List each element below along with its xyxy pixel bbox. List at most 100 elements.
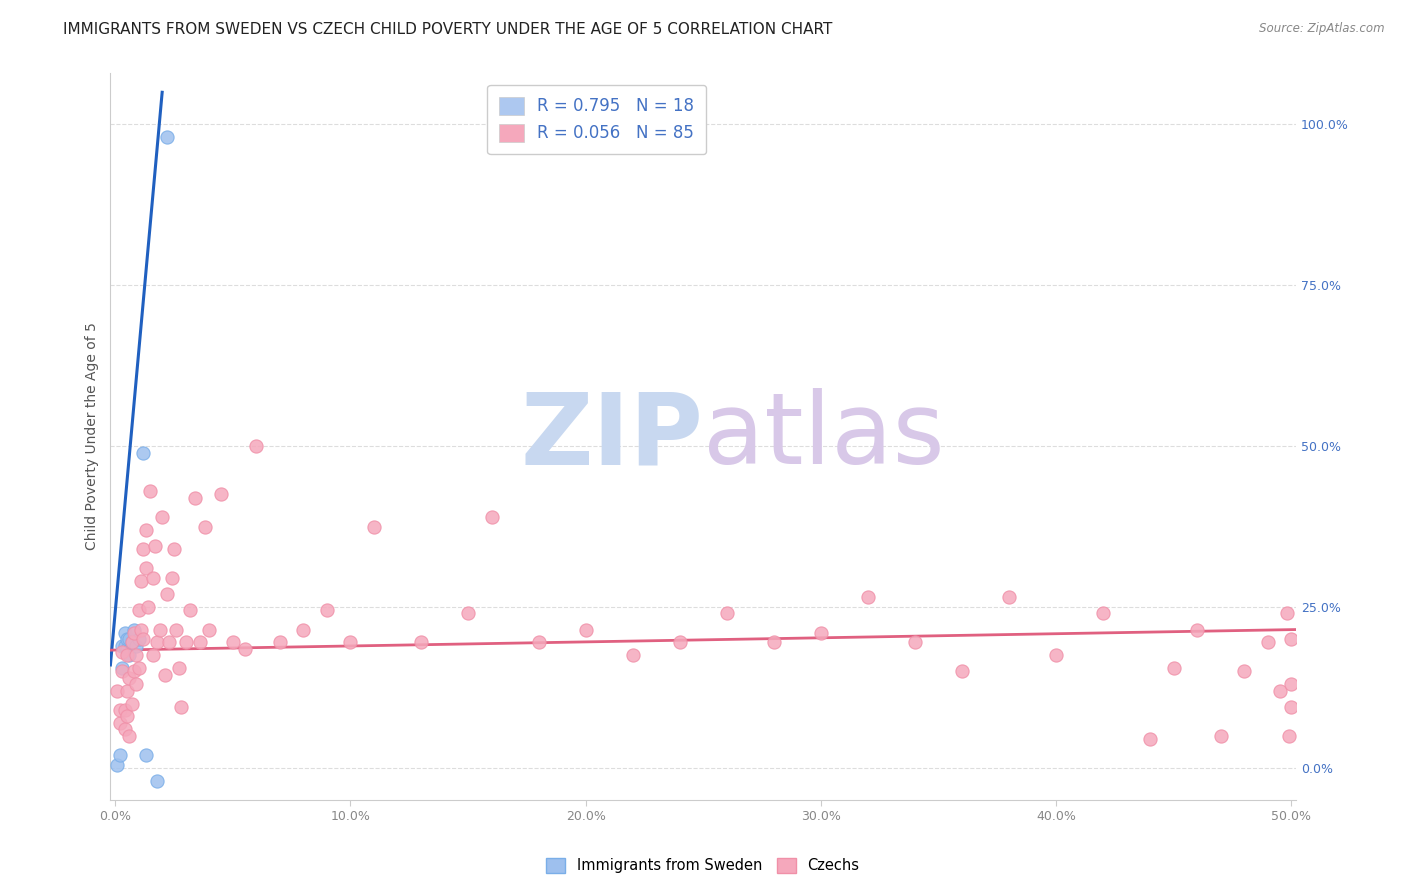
Point [810,625,832,640]
Point [193,519,215,533]
Point [114,703,136,717]
Point [121,635,143,649]
Point [1257,635,1279,649]
Point [222,635,245,649]
Legend: R = 0.795   N = 18, R = 0.056   N = 85: R = 0.795 N = 18, R = 0.056 N = 85 [488,85,706,154]
Point [118,632,141,647]
Point [121,697,143,711]
Point [575,623,598,637]
Point [1139,731,1161,746]
Point [165,623,187,637]
Text: atlas: atlas [703,388,945,485]
Point [1163,661,1185,675]
Point [409,635,432,649]
Text: IMMIGRANTS FROM SWEDEN VS CZECH CHILD POVERTY UNDER THE AGE OF 5 CORRELATION CHA: IMMIGRANTS FROM SWEDEN VS CZECH CHILD PO… [63,22,832,37]
Point [107,683,129,698]
Point [108,703,131,717]
Point [156,587,179,601]
Text: ZIP: ZIP [520,388,703,485]
Point [129,574,152,589]
Point [716,607,738,621]
Point [115,709,138,723]
Point [149,623,172,637]
Point [108,747,131,762]
Point [170,699,193,714]
Point [111,661,134,675]
Point [527,635,550,649]
Point [1209,729,1232,743]
Point [115,648,138,663]
Point [114,723,136,737]
Point [114,639,136,653]
Point [108,715,131,730]
Point [363,519,385,533]
Point [1278,729,1301,743]
Point [209,487,232,501]
Point [245,439,267,453]
Point [174,635,197,649]
Point [233,641,256,656]
Point [904,635,927,649]
Point [118,671,141,685]
Point [132,445,155,459]
Point [128,661,150,675]
Point [156,130,179,145]
Point [122,623,145,637]
Point [481,510,503,524]
Point [198,623,221,637]
Point [1233,665,1256,679]
Point [132,632,155,647]
Point [167,661,190,675]
Point [115,683,138,698]
Point [118,648,141,663]
Point [621,648,644,663]
Point [128,632,150,647]
Point [111,665,134,679]
Point [150,510,173,524]
Point [111,645,134,659]
Point [146,773,169,788]
Point [107,757,129,772]
Point [111,639,134,653]
Point [1268,683,1291,698]
Point [856,591,879,605]
Point [315,603,337,617]
Y-axis label: Child Poverty Under the Age of 5: Child Poverty Under the Age of 5 [86,323,100,550]
Point [1279,699,1302,714]
Point [139,484,162,499]
Point [1275,607,1298,621]
Point [142,571,165,585]
Point [1092,607,1115,621]
Point [142,648,165,663]
Point [160,571,183,585]
Point [122,665,145,679]
Point [1045,648,1067,663]
Point [998,591,1021,605]
Point [125,639,148,653]
Point [188,635,211,649]
Point [125,648,148,663]
Point [457,607,479,621]
Point [118,729,141,743]
Point [179,603,201,617]
Point [1279,677,1302,691]
Point [114,625,136,640]
Point [184,491,207,505]
Text: Source: ZipAtlas.com: Source: ZipAtlas.com [1260,22,1385,36]
Point [339,635,361,649]
Point [1187,623,1209,637]
Point [135,523,157,537]
Point [136,600,159,615]
Legend: Immigrants from Sweden, Czechs: Immigrants from Sweden, Czechs [538,850,868,880]
Point [143,539,166,553]
Point [1279,632,1302,647]
Point [115,641,138,656]
Point [121,635,143,649]
Point [122,625,145,640]
Point [125,677,148,691]
Point [292,623,315,637]
Point [129,623,152,637]
Point [762,635,785,649]
Point [115,632,138,647]
Point [128,603,150,617]
